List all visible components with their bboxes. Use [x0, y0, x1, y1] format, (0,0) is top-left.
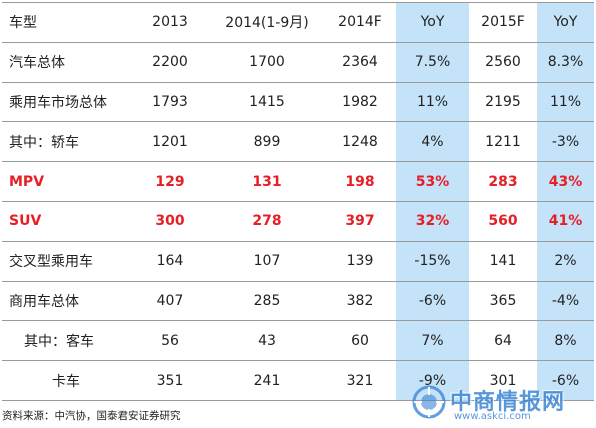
table-cell: 283	[469, 161, 537, 202]
watermark-url: www.askci.com	[454, 411, 531, 422]
table-cell: 107	[210, 241, 324, 282]
header-row: 车型 2013 2014(1-9月) 2014F YoY 2015F YoY	[2, 2, 594, 43]
table-cell: 2195	[469, 82, 537, 123]
watermark: 中商情报网 www.askci.com	[412, 383, 582, 425]
table-row-highlight: MPV 129 131 198 53% 283 43%	[2, 161, 594, 202]
row-label: 其中：客车	[2, 320, 130, 362]
table-cell: 164	[130, 241, 210, 282]
table-cell: -6%	[396, 281, 469, 322]
table-cell: 407	[130, 281, 210, 322]
table-cell: 2200	[130, 42, 210, 83]
table-cell: 53%	[396, 161, 469, 202]
table-cell: -6%	[537, 360, 594, 401]
row-label: 乘用车市场总体	[2, 82, 130, 123]
header-cell: YoY	[396, 2, 469, 43]
header-cell: YoY	[537, 2, 594, 43]
table-cell: 1201	[130, 121, 210, 163]
header-cell: 2015F	[469, 2, 537, 43]
table-cell: 43	[210, 320, 324, 362]
header-cell: 2014F	[324, 2, 396, 43]
table-cell: -4%	[537, 281, 594, 322]
table-cell: 365	[469, 281, 537, 322]
row-label: 其中：轿车	[2, 121, 130, 163]
table-cell: 141	[469, 241, 537, 282]
header-cell: 2014(1-9月)	[210, 2, 324, 43]
watermark-title: 中商情报网	[450, 390, 566, 415]
table-cell: -9%	[396, 360, 469, 401]
table-cell: 2364	[324, 42, 396, 83]
table-cell: 139	[324, 241, 396, 282]
table-cell: 1415	[210, 82, 324, 123]
table-cell: 11%	[396, 82, 469, 123]
table-cell: 1211	[469, 121, 537, 163]
table-cell: 560	[469, 201, 537, 242]
header-cell: 车型	[2, 2, 130, 43]
table-cell: 278	[210, 201, 324, 242]
table-cell: 2%	[537, 241, 594, 282]
table-cell: -3%	[537, 121, 594, 163]
table-cell: 11%	[537, 82, 594, 123]
table-cell: 8.3%	[537, 42, 594, 83]
table-cell: 32%	[396, 201, 469, 242]
row-label: 交叉型乘用车	[2, 241, 130, 282]
table-cell: 1248	[324, 121, 396, 163]
row-label: 卡车	[2, 360, 130, 401]
table-cell: 382	[324, 281, 396, 322]
table-row: 交叉型乘用车 164 107 139 -15% 141 2%	[2, 241, 594, 282]
table-cell: 64	[469, 320, 537, 362]
table-cell: 7.5%	[396, 42, 469, 83]
table-row-highlight: SUV 300 278 397 32% 560 41%	[2, 201, 594, 242]
row-label: 商用车总体	[2, 281, 130, 322]
source-note: 资料来源：中汽协，国泰君安证券研究	[2, 410, 181, 422]
table-cell: 2560	[469, 42, 537, 83]
table-row: 卡车 351 241 321 -9% 301 -6%	[2, 360, 594, 401]
table-cell: 4%	[396, 121, 469, 163]
table-cell: 300	[130, 201, 210, 242]
table-row: 其中：客车 56 43 60 7% 64 8%	[2, 320, 594, 362]
table-cell: -15%	[396, 241, 469, 282]
table-cell: 241	[210, 360, 324, 401]
row-label: SUV	[2, 201, 130, 242]
table-cell: 41%	[537, 201, 594, 242]
table-cell: 43%	[537, 161, 594, 202]
askci-logo-icon	[412, 385, 446, 419]
table-cell: 397	[324, 201, 396, 242]
table-cell: 8%	[537, 320, 594, 362]
table-cell: 131	[210, 161, 324, 202]
table-cell: 321	[324, 360, 396, 401]
row-label: 汽车总体	[2, 42, 130, 83]
table-cell: 1793	[130, 82, 210, 123]
table-cell: 56	[130, 320, 210, 362]
table-cell: 198	[324, 161, 396, 202]
table-cell: 7%	[396, 320, 469, 362]
row-label: MPV	[2, 161, 130, 202]
table-row: 其中：轿车 1201 899 1248 4% 1211 -3%	[2, 121, 594, 163]
table-row: 乘用车市场总体 1793 1415 1982 11% 2195 11%	[2, 82, 594, 123]
table-cell: 129	[130, 161, 210, 202]
table-cell: 351	[130, 360, 210, 401]
table-cell: 899	[210, 121, 324, 163]
auto-sales-table: 车型 2013 2014(1-9月) 2014F YoY 2015F YoY 汽…	[2, 2, 594, 401]
header-cell: 2013	[130, 2, 210, 43]
table-cell: 1982	[324, 82, 396, 123]
table-cell: 285	[210, 281, 324, 322]
table-cell: 1700	[210, 42, 324, 83]
table-row: 汽车总体 2200 1700 2364 7.5% 2560 8.3%	[2, 42, 594, 83]
table-cell: 301	[469, 360, 537, 401]
table-cell: 60	[324, 320, 396, 362]
table-row: 商用车总体 407 285 382 -6% 365 -4%	[2, 281, 594, 322]
